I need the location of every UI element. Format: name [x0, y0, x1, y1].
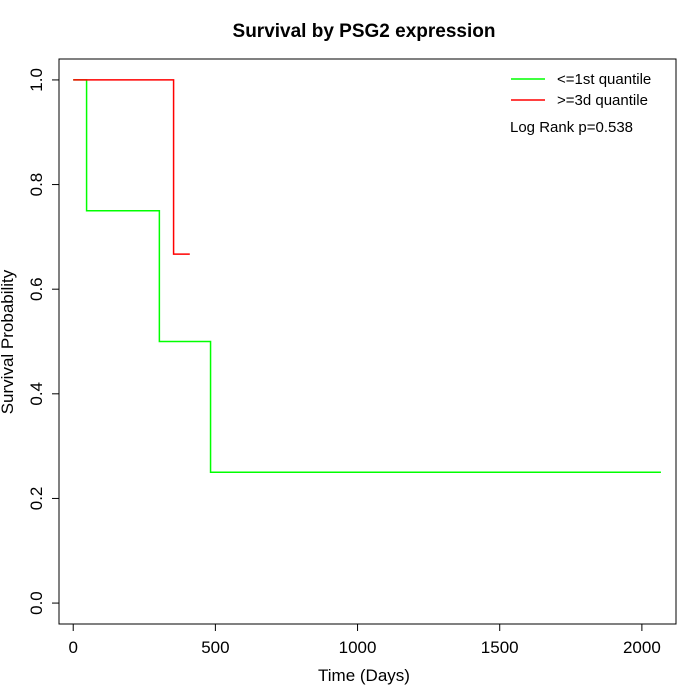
plot-frame	[58, 58, 677, 625]
series-line-low	[73, 79, 661, 474]
legend: <=1st quantile >=3d quantile Log Rank p=…	[510, 71, 651, 136]
x-tick-label: 500	[201, 638, 229, 657]
y-axis-label: Survival Probability	[0, 269, 17, 414]
x-tick-label: 1500	[481, 638, 519, 657]
x-tick-label: 1000	[339, 638, 377, 657]
series-line-high	[73, 79, 190, 255]
y-tick-label: 0.4	[27, 382, 46, 406]
y-tick-label: 0.8	[27, 173, 46, 197]
chart-title: Survival by PSG2 expression	[233, 21, 496, 42]
y-tick-label: 0.0	[27, 591, 46, 615]
series-layer	[73, 79, 661, 474]
log-rank-annotation: Log Rank p=0.538	[510, 119, 633, 136]
x-axis-label: Time (Days)	[318, 666, 410, 685]
legend-entry-low: <=1st quantile	[557, 71, 651, 88]
x-axis: 0 500 1000 1500 2000	[68, 623, 661, 657]
y-axis: 0.0 0.2 0.4 0.6 0.8 1.0	[27, 68, 60, 615]
y-tick-label: 0.2	[27, 487, 46, 511]
y-tick-label: 1.0	[27, 68, 46, 92]
y-tick-label: 0.6	[27, 277, 46, 301]
legend-entry-high: >=3d quantile	[557, 92, 648, 109]
x-tick-label: 0	[68, 638, 77, 657]
x-tick-label: 2000	[623, 638, 661, 657]
